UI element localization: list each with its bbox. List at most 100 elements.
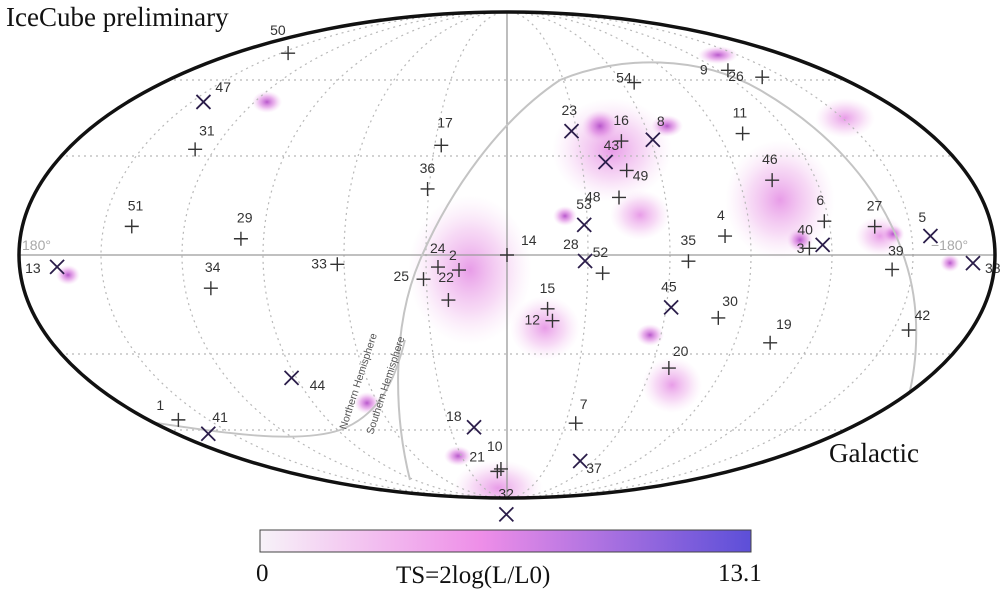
event-label-52: 52 — [593, 244, 609, 260]
event-marker-plus-50 — [281, 46, 296, 61]
event-label-43: 43 — [604, 137, 620, 153]
event-label-51: 51 — [128, 197, 144, 213]
left-longitude-label: 180° — [22, 237, 51, 253]
event-label-44: 44 — [310, 377, 326, 393]
event-marker-plus-19 — [763, 335, 778, 350]
event-label-12: 12 — [524, 312, 540, 328]
event-label-27: 27 — [867, 198, 883, 214]
event-label-23: 23 — [562, 102, 578, 118]
event-marker-x-37 — [572, 453, 588, 469]
event-marker-plus-39 — [885, 262, 900, 277]
event-label-18: 18 — [446, 408, 462, 424]
event-label-48: 48 — [585, 188, 601, 204]
event-marker-plus-29 — [233, 231, 248, 246]
hotspot-3 — [725, 140, 835, 260]
event-marker-x-28 — [577, 253, 593, 269]
hotspot-3-core — [787, 228, 813, 252]
hotspot-35 — [610, 190, 670, 240]
event-label-42: 42 — [915, 307, 931, 323]
event-label-25: 25 — [394, 268, 410, 284]
event-label-5: 5 — [918, 209, 926, 225]
event-marker-plus-42 — [901, 323, 916, 338]
event-marker-plus-1 — [171, 412, 186, 427]
event-label-26: 26 — [728, 68, 744, 84]
event-marker-x-32 — [498, 506, 514, 522]
event-marker-plus-2 — [451, 263, 466, 278]
event-marker-plus-48 — [611, 190, 626, 205]
event-label-31: 31 — [199, 122, 215, 138]
hotspot-18 — [444, 446, 472, 466]
colorbar-max-label: 13.1 — [718, 560, 762, 587]
event-label-47: 47 — [215, 79, 231, 95]
colorbar-min-label: 0 — [256, 560, 269, 587]
hotspot-15 — [510, 296, 580, 360]
event-marker-plus-26 — [755, 70, 770, 85]
event-label-50: 50 — [270, 22, 286, 38]
event-marker-plus-14 — [500, 248, 514, 262]
event-markers: 12 34 567891011121314151617181920212223242… — [25, 22, 1000, 522]
event-marker-plus-22 — [441, 293, 456, 308]
event-marker-x-23 — [563, 123, 580, 139]
hotspot-38 — [940, 254, 960, 272]
event-marker-plus-11 — [735, 126, 750, 141]
event-label-20: 20 — [673, 343, 689, 359]
event-label-17: 17 — [437, 114, 453, 130]
event-marker-x-3 — [815, 237, 831, 253]
event-label-46: 46 — [762, 151, 778, 167]
event-marker-x-38 — [965, 255, 981, 271]
event-label-13: 13 — [25, 260, 41, 276]
event-label-30: 30 — [722, 293, 738, 309]
hotspot-45 — [636, 324, 664, 346]
event-marker-plus-21 — [490, 464, 505, 479]
event-label-14: 14 — [521, 232, 537, 248]
event-marker-plus-52 — [595, 266, 610, 281]
event-marker-plus-16 — [614, 134, 629, 149]
event-marker-plus-9 — [720, 63, 735, 78]
event-label-33: 33 — [311, 255, 327, 271]
hotspot-53 — [553, 206, 577, 226]
event-marker-plus-33 — [330, 257, 345, 272]
event-label-22: 22 — [438, 269, 454, 285]
hotspot-43 — [552, 98, 672, 202]
event-marker-plus-10 — [493, 461, 508, 476]
event-label-54: 54 — [616, 70, 632, 86]
event-label-1: 1 — [156, 397, 164, 413]
event-marker-plus-54 — [627, 75, 642, 90]
event-label-49: 49 — [633, 167, 649, 183]
event-label-11: 11 — [733, 105, 748, 121]
event-label-35: 35 — [680, 232, 696, 248]
event-marker-x-45 — [663, 299, 679, 316]
event-marker-plus-40 — [802, 241, 817, 256]
event-label-7: 7 — [580, 396, 588, 412]
event-label-39: 39 — [888, 242, 904, 258]
event-marker-x-8 — [645, 132, 661, 148]
figure-title: IceCube preliminary — [6, 2, 229, 32]
event-marker-plus-35 — [681, 254, 696, 269]
event-marker-plus-20 — [661, 361, 676, 376]
event-label-28: 28 — [563, 236, 579, 252]
event-label-6: 6 — [816, 192, 824, 208]
hotspot-galactic-center — [408, 195, 532, 345]
event-marker-x-13 — [49, 259, 65, 275]
event-marker-x-47 — [195, 94, 212, 110]
hotspot-43-core — [582, 110, 618, 142]
event-marker-plus-27 — [867, 219, 882, 234]
event-marker-plus-36 — [420, 181, 435, 196]
event-label-16: 16 — [613, 112, 629, 128]
event-label-9: 9 — [700, 61, 708, 77]
event-marker-plus-31 — [188, 142, 203, 157]
event-label-2: 2 — [449, 247, 457, 263]
event-label-29: 29 — [237, 210, 253, 226]
event-marker-plus-34 — [203, 281, 218, 296]
event-marker-plus-12 — [545, 313, 560, 328]
event-marker-plus-25 — [416, 272, 431, 287]
event-label-8: 8 — [657, 113, 665, 129]
event-marker-plus-24 — [430, 260, 445, 275]
hotspot-20 — [642, 357, 702, 413]
event-label-19: 19 — [776, 316, 792, 332]
event-marker-x-41 — [200, 426, 216, 442]
sky-outline — [17, 10, 997, 500]
event-label-3: 3 — [797, 240, 805, 256]
ts-hotspots — [56, 46, 960, 498]
